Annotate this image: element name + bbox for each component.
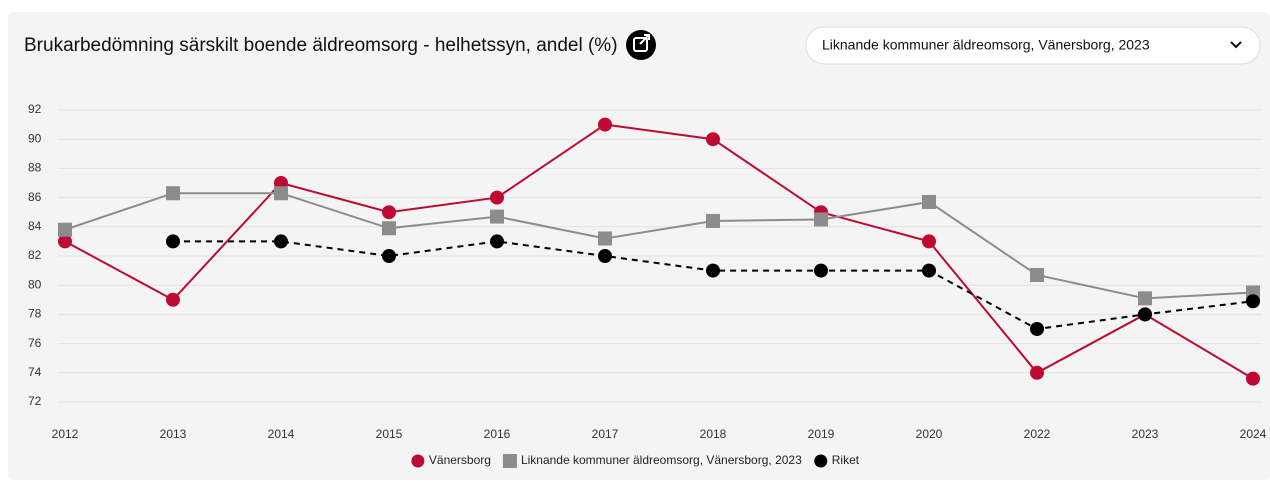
- y-tick-label: 82: [28, 248, 42, 262]
- x-tick-label: 2013: [160, 427, 187, 441]
- data-point: [1030, 365, 1044, 380]
- x-tick-label: 2014: [268, 427, 295, 441]
- data-point: [706, 263, 720, 278]
- data-point: [922, 194, 936, 209]
- x-tick-label: 2022: [1024, 427, 1051, 441]
- dropdown-text: Liknande kommuner äldreomsorg, Vänersbor…: [822, 37, 1150, 53]
- data-point: [1030, 267, 1044, 282]
- legend-label: Riket: [832, 453, 860, 467]
- x-tick-label: 2017: [592, 427, 619, 441]
- series-line: [64, 123, 1254, 380]
- data-point: [598, 231, 612, 246]
- data-point: [706, 132, 720, 147]
- data-point: [58, 222, 72, 237]
- data-point: [706, 213, 720, 228]
- y-tick-label: 78: [28, 307, 42, 321]
- data-point: [1246, 371, 1260, 386]
- chart-title: Brukarbedömning särskilt boende äldreoms…: [24, 35, 618, 56]
- data-point: [1138, 307, 1152, 322]
- x-tick-label: 2019: [808, 427, 835, 441]
- y-tick-label: 92: [28, 102, 42, 116]
- data-point: [166, 292, 180, 307]
- legend-marker: [814, 454, 828, 468]
- data-point: [490, 234, 504, 249]
- data-point: [274, 234, 288, 249]
- data-point: [598, 249, 612, 263]
- y-tick-label: 80: [28, 277, 42, 291]
- data-point: [58, 234, 72, 249]
- data-point: [1138, 291, 1152, 306]
- data-point: [274, 186, 288, 201]
- data-point: [490, 209, 504, 224]
- y-tick-label: 72: [28, 394, 42, 408]
- legend-marker: [411, 454, 425, 468]
- y-tick-label: 76: [28, 336, 42, 350]
- data-point: [922, 234, 936, 249]
- data-point: [814, 212, 828, 227]
- y-tick-label: 84: [28, 219, 42, 233]
- data-point: [382, 249, 396, 263]
- data-point: [922, 263, 936, 278]
- card: [8, 12, 1270, 480]
- data-point: [382, 221, 396, 236]
- legend-marker: [502, 454, 517, 468]
- data-point: [166, 234, 180, 249]
- y-tick-label: 90: [28, 131, 42, 145]
- y-tick-label: 86: [28, 190, 42, 204]
- data-point: [598, 117, 612, 132]
- y-tick-label: 88: [28, 161, 42, 175]
- x-tick-label: 2024: [1240, 427, 1267, 441]
- data-point: [166, 186, 180, 201]
- x-tick-label: 2012: [52, 427, 79, 441]
- data-point: [814, 263, 828, 278]
- x-tick-label: 2015: [376, 427, 403, 441]
- x-tick-label: 2020: [916, 427, 943, 441]
- data-point: [1030, 322, 1044, 336]
- data-point: [1246, 294, 1260, 309]
- x-tick-label: 2018: [700, 427, 727, 441]
- open-icon[interactable]: [626, 30, 656, 60]
- legend-label: Vänersborg: [429, 453, 491, 467]
- y-tick-label: 74: [28, 365, 42, 379]
- series-line: [64, 192, 1254, 300]
- dropdown[interactable]: Liknande kommuner äldreomsorg, Vänersbor…: [805, 26, 1261, 65]
- data-point: [490, 190, 504, 205]
- x-tick-label: 2016: [484, 427, 511, 441]
- x-tick-label: 2023: [1132, 427, 1159, 441]
- legend-label: Liknande kommuner äldreomsorg, Vänersbor…: [521, 453, 802, 467]
- data-point: [382, 205, 396, 220]
